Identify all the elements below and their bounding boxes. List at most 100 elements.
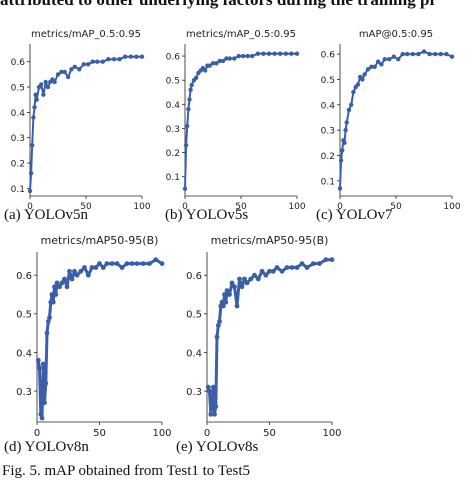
caption-a: (a) YOLOv5n [4, 207, 89, 223]
chart-b-point [210, 61, 216, 66]
chart-c-ytick-label: 0.5 [321, 76, 335, 86]
chart-e-point [310, 261, 316, 266]
chart-e-ytick-label: 0.5 [186, 310, 202, 321]
chart-e-ytick-label: 0.4 [186, 348, 202, 359]
chart-d-point [134, 261, 140, 266]
chart-d-point [52, 284, 57, 290]
chart-a-ytick-label: 0.5 [11, 84, 25, 94]
chart-b-ytick-label: 0.5 [166, 77, 180, 87]
chart-c-point [362, 72, 367, 77]
chart-b-xtick-label: 50 [235, 202, 247, 212]
chart-d-point [85, 272, 91, 278]
chart-e-point [274, 265, 280, 270]
chart-b-point [250, 53, 255, 59]
chart-a-point [117, 57, 122, 62]
chart-a-point [128, 54, 133, 59]
chart-c-point [438, 51, 443, 57]
chart-a-point [52, 79, 57, 85]
chart-e-point [219, 299, 225, 305]
chart-a-title: metrics/mAP_0.5:0.95 [31, 29, 141, 40]
chart-d-svg: metrics/mAP50-95(B) 0.3 0.4 0.5 0.6 0 50 100 [16, 234, 171, 439]
chart-b-point [241, 53, 246, 59]
chart-c-point [379, 62, 384, 67]
chart-a-point [72, 64, 78, 69]
chart-c-title: mAP@0.5:0.95 [359, 29, 433, 40]
chart-a-point [28, 171, 34, 176]
chart-b-point [245, 53, 250, 59]
chart-d-point [100, 265, 106, 270]
chart-b-point [182, 186, 188, 191]
chart-d-point [78, 268, 84, 274]
chart-c-point [400, 51, 405, 57]
chart-c-point [405, 51, 410, 57]
chart-e-point [248, 276, 254, 282]
chart-a-point [106, 57, 111, 62]
chart-c-point [396, 57, 401, 62]
chart-c-point [421, 49, 427, 54]
chart-c-point [342, 140, 347, 145]
chart-b-point [294, 51, 300, 56]
chart-b-point [266, 51, 272, 56]
chart-d-point [53, 292, 59, 297]
chart-c-point [349, 102, 354, 108]
chart-b-point [183, 143, 189, 148]
chart-e-point [299, 261, 305, 266]
chart-a-point [77, 67, 82, 72]
chart-c-point [351, 89, 356, 95]
chart-a-point [134, 54, 139, 59]
chart-d-xtick-label: 50 [93, 428, 106, 439]
chart-c-ytick-label: 0.2 [321, 152, 335, 162]
chart-d-point [40, 361, 46, 367]
chart-c-point [360, 77, 365, 82]
chart-d-point [44, 330, 50, 336]
chart-a-point [30, 143, 35, 148]
chart-c-point [449, 54, 455, 59]
chart-b-point [236, 53, 241, 59]
chart-e-series-line [206, 258, 332, 416]
caption-c: (c) YOLOv7 [316, 207, 393, 223]
chart-e-point [255, 276, 261, 282]
chart-e-point [259, 268, 265, 274]
chart-e-point [237, 276, 242, 282]
caption-e: (e) YOLOv8s [176, 439, 259, 455]
chart-d-point [49, 292, 55, 297]
chart-e-point [220, 303, 226, 309]
chart-d-point [147, 261, 152, 266]
chart-b-ytick-label: 0.3 [166, 125, 180, 135]
header-text: attributed to other underlying factors d… [0, 0, 474, 12]
chart-e-point [234, 303, 240, 309]
chart-e-point [270, 268, 276, 274]
chart-panel-d: metrics/mAP50-95(B) 0.3 0.4 0.5 0.6 0 50 100 [0, 230, 175, 440]
chart-a-svg: metrics/mAP_0.5:0.95 0.1 0.2 0.3 0.4 0.5 0.6 0 5… [11, 29, 151, 212]
chart-d-point [69, 276, 75, 282]
chart-e-point [209, 400, 215, 406]
chart-panel-c: mAP@0.5:0.95 0.1 0.2 0.3 0.4 0.5 0.6 0 50 100 [310, 26, 470, 216]
chart-e-point [294, 265, 300, 270]
chart-d-point [50, 299, 56, 305]
chart-d-point [93, 265, 99, 270]
chart-c-point [343, 127, 348, 133]
chart-d-point [97, 261, 102, 266]
chart-d-point [119, 265, 125, 270]
chart-c-point [337, 186, 343, 191]
chart-d-ytick-label: 0.4 [16, 348, 32, 359]
chart-e-point [213, 404, 219, 409]
chart-d-ytick-label: 0.6 [16, 271, 32, 282]
chart-d-xtick-label: 100 [152, 428, 171, 439]
chart-c-point [387, 57, 392, 62]
chart-b-point [227, 56, 232, 61]
chart-d-point [74, 272, 80, 278]
chart-e-svg: metrics/mAP50-95(B) 0.3 0.4 0.5 0.6 0 50 100 [186, 234, 341, 439]
chart-a-point [34, 97, 39, 102]
chart-b-point [283, 51, 288, 56]
chart-a-series-line [29, 55, 142, 191]
chart-d-ytick-label: 0.5 [16, 310, 32, 321]
chart-c-xtick-label: 50 [390, 202, 402, 212]
chart-a-ytick-label: 0.4 [11, 109, 26, 119]
chart-c-point [340, 148, 345, 153]
chart-c-ytick-label: 0.3 [321, 127, 335, 137]
chart-b-ytick-label: 0.6 [166, 53, 181, 63]
chart-d-point [124, 261, 130, 266]
chart-d-point [54, 280, 60, 286]
chart-d-xtick-label: 0 [34, 428, 40, 439]
